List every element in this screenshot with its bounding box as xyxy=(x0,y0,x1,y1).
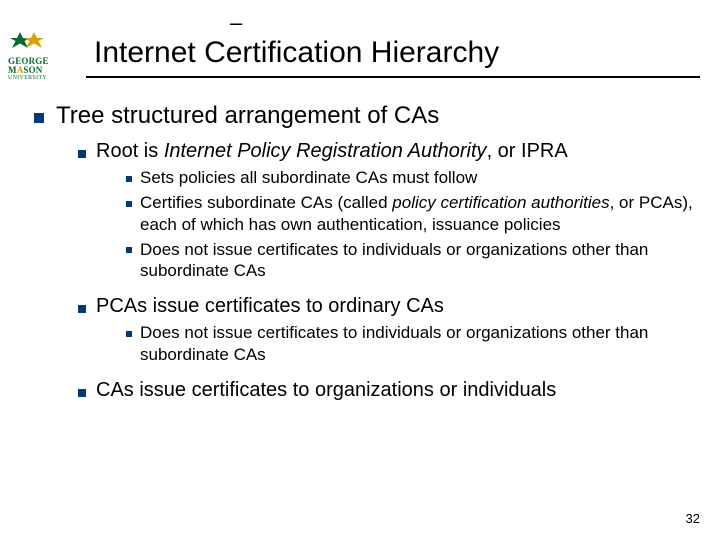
lvl3-text: Certifies subordinate CAs (called policy… xyxy=(140,192,694,235)
logo-text: GEORGE MASON xyxy=(8,57,80,75)
bullet-lvl3: Does not issue certificates to individua… xyxy=(126,239,694,282)
square-bullet-icon xyxy=(126,331,132,337)
slide: – GEORGE MASON UNIVERSITY Internet Certi… xyxy=(0,0,720,540)
square-bullet-icon xyxy=(78,150,86,158)
lvl3-text: Does not issue certificates to individua… xyxy=(140,239,694,282)
title-underline xyxy=(86,76,700,78)
square-bullet-icon xyxy=(126,247,132,253)
logo-subtext: UNIVERSITY xyxy=(8,75,80,81)
square-bullet-icon xyxy=(34,113,44,123)
bullet-lvl2: CAs issue certificates to organizations … xyxy=(78,379,694,402)
slide-content: Tree structured arrangement of CAs Root … xyxy=(34,102,694,406)
gmu-logo: GEORGE MASON UNIVERSITY xyxy=(8,28,80,86)
lvl3-text: Does not issue certificates to individua… xyxy=(140,322,694,365)
square-bullet-icon xyxy=(126,176,132,182)
bullet-lvl3: Sets policies all subordinate CAs must f… xyxy=(126,167,694,188)
bullet-lvl3: Does not issue certificates to individua… xyxy=(126,322,694,365)
page-number: 32 xyxy=(686,511,700,526)
square-bullet-icon xyxy=(78,305,86,313)
top-dash: – xyxy=(230,10,242,36)
lvl2-text: CAs issue certificates to organizations … xyxy=(96,379,694,402)
lvl2-text: Root is Internet Policy Registration Aut… xyxy=(96,140,694,163)
bullet-lvl3: Certifies subordinate CAs (called policy… xyxy=(126,192,694,235)
bullet-lvl2: PCAs issue certificates to ordinary CAs xyxy=(78,295,694,318)
star-icon xyxy=(8,28,52,52)
lvl2-text: PCAs issue certificates to ordinary CAs xyxy=(96,295,694,318)
square-bullet-icon xyxy=(78,389,86,397)
lvl1-text: Tree structured arrangement of CAs xyxy=(56,102,694,130)
bullet-lvl1: Tree structured arrangement of CAs xyxy=(34,102,694,130)
square-bullet-icon xyxy=(126,201,132,207)
bullet-lvl2: Root is Internet Policy Registration Aut… xyxy=(78,140,694,163)
slide-title: Internet Certification Hierarchy xyxy=(94,36,499,70)
lvl3-text: Sets policies all subordinate CAs must f… xyxy=(140,167,694,188)
